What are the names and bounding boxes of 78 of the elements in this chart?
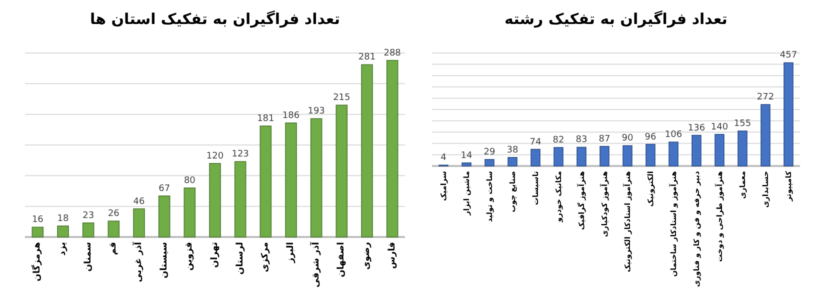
x-tick-label: آذر غربی [132,241,144,282]
data-label: 123 [232,150,249,160]
x-tick-label: البرز [286,242,296,264]
data-label: 193 [308,106,325,117]
data-label: 281 [358,52,376,63]
data-label: 120 [206,151,224,162]
bar [184,188,196,238]
data-label: 106 [664,130,682,140]
bar [260,126,272,238]
data-label: 87 [598,134,610,144]
x-tick-label: هرمزگان [30,242,43,282]
bar [554,147,564,166]
data-label: 38 [506,145,518,156]
bar [692,134,702,166]
data-label: 186 [282,110,300,121]
data-label: 272 [756,92,774,103]
data-label: 136 [688,123,706,134]
bar [158,196,170,238]
x-tick-label: مرکزی [260,242,271,272]
bar [622,145,632,166]
bar [234,161,246,238]
bar [508,157,518,166]
bar [530,148,540,166]
bar [57,226,69,238]
bar [714,134,724,166]
data-label: 23 [82,210,94,221]
data-label: 80 [184,176,196,186]
bar [209,163,221,238]
bar [462,162,472,166]
bar [108,220,120,238]
x-tick-label: فارس [387,242,398,269]
bar [386,60,398,238]
data-label: 288 [384,48,402,58]
data-label: 83 [576,135,588,146]
chart-title: تعداد فراگیران به تفکیک استان ها [90,10,340,28]
x-tick-label: تهران [210,242,220,268]
bar [82,222,94,238]
bar [285,122,297,238]
data-label: 26 [108,209,120,220]
bar [336,104,348,238]
x-tick-label: آذر شرقی [309,241,322,288]
bar [484,159,494,166]
bar [133,208,145,238]
data-label: 457 [780,50,798,61]
data-label: 16 [32,215,44,226]
data-label: 4 [440,153,447,164]
x-tick-label: لرستان [235,242,246,275]
data-label: 46 [133,196,145,207]
data-label: 14 [460,150,472,161]
data-label: 96 [644,132,656,142]
bar [32,226,44,238]
bar [361,64,373,238]
x-tick-label: قم [108,242,119,255]
x-tick-label: اصفهان [336,242,347,278]
data-label: 67 [158,184,170,194]
data-label: 90 [622,134,634,144]
bar [576,146,586,166]
chart-title: تعداد فراگیران به تفکیک رشته [504,10,728,28]
data-label: 140 [710,122,728,132]
bar [760,104,770,166]
data-label: 155 [734,118,752,129]
bar [646,144,656,166]
x-tick-label: یزد [58,242,68,256]
x-tick-label: رضوی [362,242,372,270]
data-label: 181 [257,114,274,124]
x-tick-label: قزوین [184,242,195,271]
bar [600,146,610,166]
bar [784,62,794,166]
bar [738,130,748,166]
x-tick-label: سمنان [83,242,94,272]
data-label: 215 [333,93,350,104]
data-label: 29 [484,147,496,158]
data-label: 82 [552,135,564,146]
bar [668,142,678,166]
x-tick-label: سیستان [159,242,170,278]
bar [310,118,322,238]
data-label: 18 [57,214,69,224]
data-label: 74 [530,137,542,148]
